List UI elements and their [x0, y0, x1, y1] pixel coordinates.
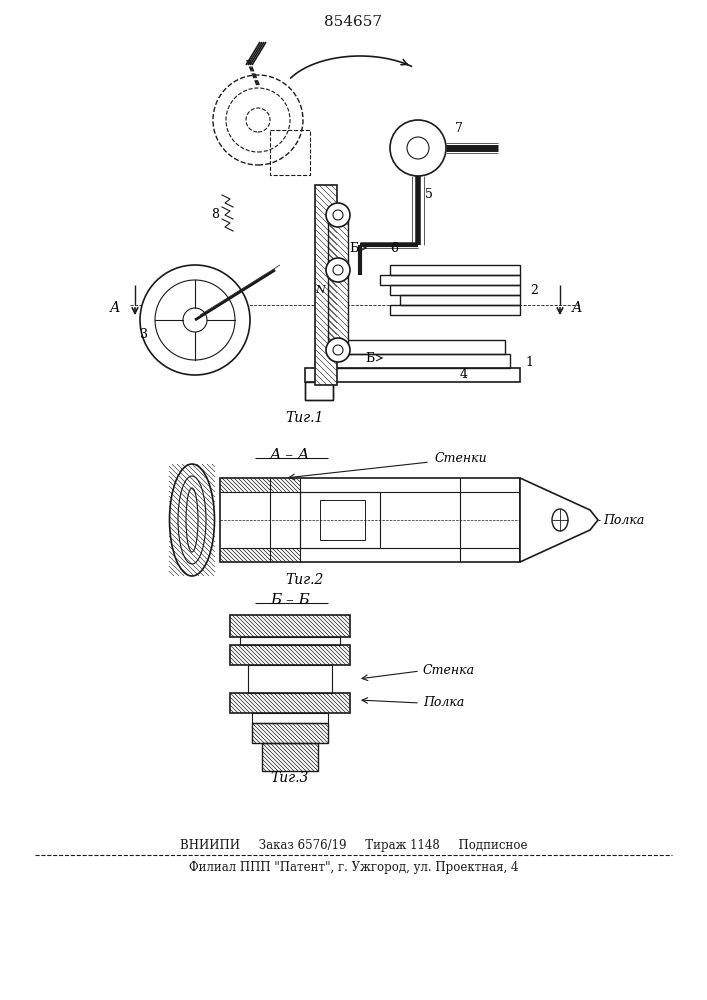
Text: 854657: 854657 [324, 15, 382, 29]
Text: Б: Б [366, 352, 375, 364]
Text: 1: 1 [525, 356, 533, 368]
Bar [230, 693, 350, 713]
Bar [230, 645, 350, 665]
Bar [390, 265, 520, 275]
Text: А: А [110, 301, 120, 315]
Bar [252, 713, 328, 723]
Circle shape [333, 210, 343, 220]
Circle shape [390, 120, 446, 176]
Bar [248, 665, 332, 693]
Text: Б – Б: Б – Б [270, 593, 310, 607]
Circle shape [155, 280, 235, 360]
Text: 8: 8 [211, 209, 219, 222]
Circle shape [326, 338, 350, 362]
Text: 7: 7 [455, 121, 463, 134]
Bar [252, 723, 328, 743]
Bar [380, 275, 520, 285]
Bar [230, 615, 350, 637]
Text: Стенки: Стенки [435, 452, 488, 466]
Text: ВНИИПИ     Заказ 6576/19     Тираж 1148     Подписное: ВНИИПИ Заказ 6576/19 Тираж 1148 Подписно… [180, 838, 527, 852]
Text: Полка: Полка [603, 514, 644, 526]
Ellipse shape [178, 476, 206, 564]
Circle shape [333, 265, 343, 275]
Text: 4: 4 [460, 368, 468, 381]
Bar [390, 285, 520, 295]
Text: Τиг.2: Τиг.2 [286, 573, 325, 587]
Bar [315, 185, 337, 385]
Bar [400, 295, 520, 305]
Ellipse shape [186, 488, 198, 552]
Circle shape [407, 137, 429, 159]
Text: Б: Б [349, 241, 358, 254]
Bar [220, 478, 520, 562]
Text: Τиг.1: Τиг.1 [286, 411, 325, 425]
Text: А – А: А – А [270, 448, 310, 462]
Bar [320, 500, 365, 540]
Text: Филиал ППП "Патент", г. Ужгород, ул. Проектная, 4: Филиал ППП "Патент", г. Ужгород, ул. Про… [189, 861, 519, 874]
Text: 2: 2 [530, 284, 538, 296]
Text: 6: 6 [390, 241, 398, 254]
Bar [325, 340, 505, 354]
Text: Полка: Полка [423, 696, 464, 710]
Circle shape [326, 258, 350, 282]
Bar [305, 368, 520, 382]
Bar [315, 354, 510, 368]
Bar [240, 637, 340, 645]
Text: Τиг.3: Τиг.3 [271, 771, 309, 785]
Ellipse shape [552, 509, 568, 531]
Text: N: N [315, 285, 325, 295]
Bar [262, 743, 318, 771]
Text: Стенка: Стенка [423, 664, 475, 678]
Bar [305, 382, 333, 400]
Circle shape [333, 345, 343, 355]
Circle shape [140, 265, 250, 375]
Circle shape [183, 308, 207, 332]
Bar [300, 492, 380, 548]
Polygon shape [520, 478, 598, 562]
Ellipse shape [170, 464, 214, 576]
Circle shape [326, 203, 350, 227]
Bar [328, 210, 348, 355]
Text: А: А [572, 301, 583, 315]
Text: 3: 3 [140, 328, 148, 342]
Bar [390, 305, 520, 315]
Text: 5: 5 [425, 188, 433, 202]
